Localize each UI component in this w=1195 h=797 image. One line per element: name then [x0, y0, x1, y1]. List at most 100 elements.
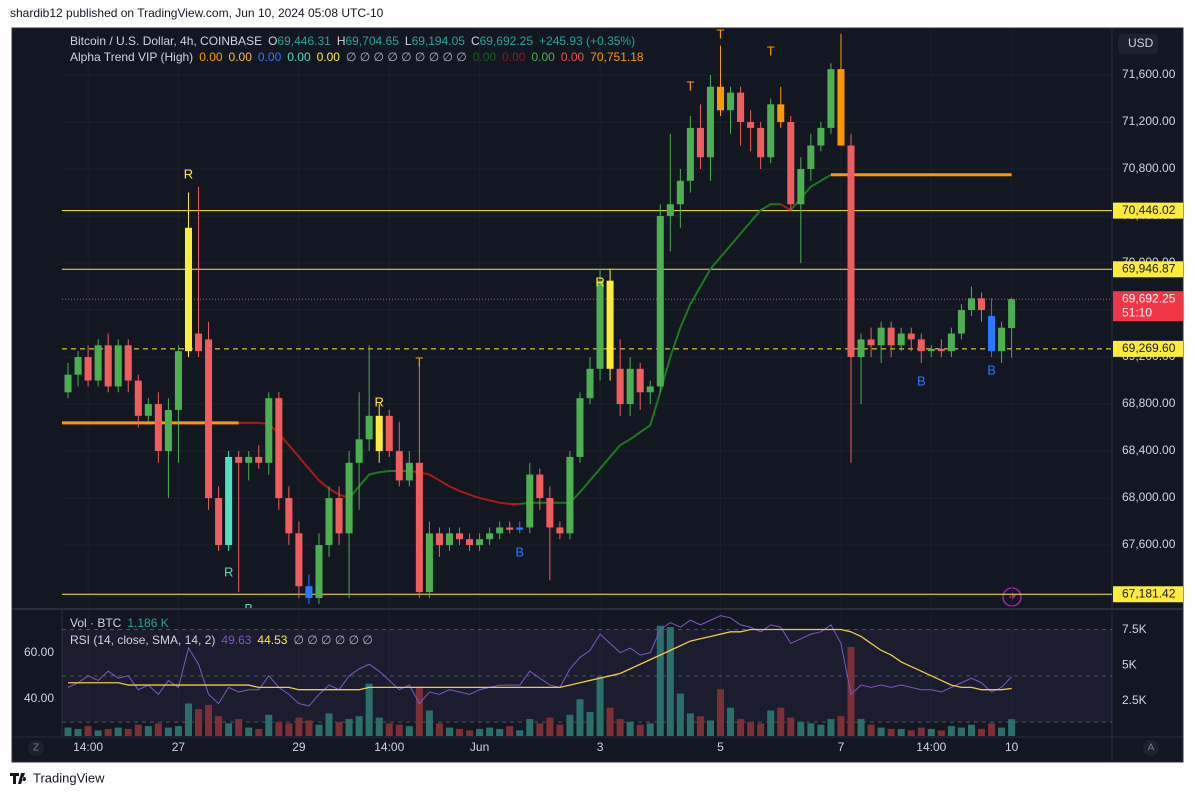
- volume-bar: [666, 627, 674, 736]
- x-tick-label: 3: [597, 740, 604, 754]
- candle-body: [405, 462, 413, 481]
- volume-bar: [144, 726, 152, 736]
- candle-body: [937, 348, 945, 352]
- candle-body: [727, 92, 735, 111]
- signal-label: T: [717, 26, 725, 41]
- rsi-tick-label: 40.00: [24, 691, 54, 705]
- alert-bolt: [1009, 590, 1016, 604]
- x-tick-label: Jun: [470, 740, 489, 754]
- y-tick-label: 67,600.00: [1122, 537, 1176, 551]
- indicator-value: 0.00: [229, 50, 253, 64]
- signal-label: B: [987, 362, 996, 377]
- price-tag: [1113, 261, 1183, 278]
- candle-body: [797, 169, 805, 205]
- candle-body: [285, 498, 293, 534]
- candle-body: [415, 462, 423, 593]
- candle-body: [586, 368, 594, 399]
- brand-logo: [10, 773, 27, 784]
- candle-body: [686, 127, 694, 181]
- candle-body: [215, 498, 223, 546]
- candle-body: [114, 345, 122, 387]
- candle-body: [395, 451, 403, 481]
- candle-body: [747, 122, 755, 128]
- candle-body: [566, 456, 574, 534]
- candle-body: [325, 498, 333, 546]
- price-tag: [1113, 340, 1183, 357]
- volume-bar: [325, 713, 333, 736]
- autoscale-button[interactable]: [1143, 740, 1159, 756]
- price-tag: [1113, 586, 1183, 603]
- volume-bar: [64, 727, 72, 736]
- volume-bar: [164, 727, 172, 736]
- x-tick-label: 29: [292, 740, 306, 754]
- ohlc-value: 69,194.05: [412, 34, 466, 48]
- volume-bar: [887, 728, 895, 736]
- candle-body: [998, 327, 1006, 352]
- candle-body: [606, 280, 614, 369]
- rsi-title: RSI (14, close, SMA, 14, 2): [70, 633, 215, 647]
- candle-body: [827, 69, 835, 128]
- candle-body: [255, 456, 263, 463]
- candle-body: [877, 327, 885, 346]
- volume-bar: [415, 686, 423, 736]
- candle-body: [235, 456, 243, 463]
- volume-bar: [315, 724, 323, 736]
- zoom-button[interactable]: [28, 740, 44, 756]
- candle-body: [124, 345, 132, 381]
- candle-body: [897, 333, 905, 346]
- x-tick-label: 14:00: [374, 740, 404, 754]
- ohlc-value: 69,446.31: [277, 34, 331, 48]
- volume-bar: [305, 720, 313, 736]
- volume-bar: [124, 728, 132, 736]
- candle-body: [646, 386, 654, 393]
- volume-bar: [365, 683, 373, 736]
- candle-body: [305, 586, 313, 598]
- volume-bar: [205, 704, 213, 736]
- volume-bar: [656, 625, 664, 736]
- candle-body: [536, 474, 544, 499]
- volume-bar: [285, 723, 293, 736]
- y-tick-label: 71,600.00: [1122, 67, 1176, 81]
- volume-bar: [265, 714, 273, 736]
- candle-body: [787, 122, 795, 205]
- volume-bar: [727, 707, 735, 736]
- volume-bar: [696, 716, 704, 736]
- price-tag-label: 69,269.60: [1122, 341, 1176, 355]
- rsi-line: [67, 615, 1012, 707]
- candle-body: [847, 145, 855, 358]
- volume-bar: [94, 730, 102, 736]
- signal-label: R: [224, 564, 233, 579]
- volume-title: Vol · BTC: [70, 616, 122, 630]
- candle-body: [315, 545, 323, 598]
- candle-body: [867, 339, 875, 346]
- volume-bar: [405, 726, 413, 736]
- candle-body: [94, 345, 102, 381]
- brand-name: TradingView: [33, 770, 105, 785]
- volume-bar: [937, 730, 945, 736]
- symbol: Bitcoin / U.S. Dollar, 4h, COINBASE: [70, 34, 262, 48]
- legend-row: Alpha Trend VIP (High) 0.00 0.00 0.00 0.00 0.…: [70, 50, 644, 64]
- candle-body: [506, 527, 514, 530]
- indicator-value: 0.00: [317, 50, 341, 64]
- volume-bar: [134, 724, 142, 736]
- volume-bar: [857, 719, 865, 736]
- candle-body: [245, 456, 253, 463]
- volume-bar: [977, 728, 986, 736]
- volume-bar: [907, 730, 915, 736]
- candle-body: [435, 533, 443, 546]
- candle-body: [345, 462, 353, 534]
- candle-body: [857, 339, 865, 358]
- candle-body: [466, 539, 474, 546]
- volume-bar: [536, 723, 544, 736]
- candle-body: [445, 533, 453, 546]
- candle-body: [636, 368, 644, 393]
- volume-bar: [606, 707, 614, 736]
- volume-tick-label: 7.5K: [1122, 622, 1147, 636]
- currency-button[interactable]: [1118, 34, 1158, 54]
- volume-bar: [435, 723, 443, 736]
- candle-body: [907, 333, 915, 340]
- candle-body: [837, 69, 845, 146]
- ohlc-prefix: H: [337, 34, 346, 48]
- volume-bar: [255, 728, 263, 736]
